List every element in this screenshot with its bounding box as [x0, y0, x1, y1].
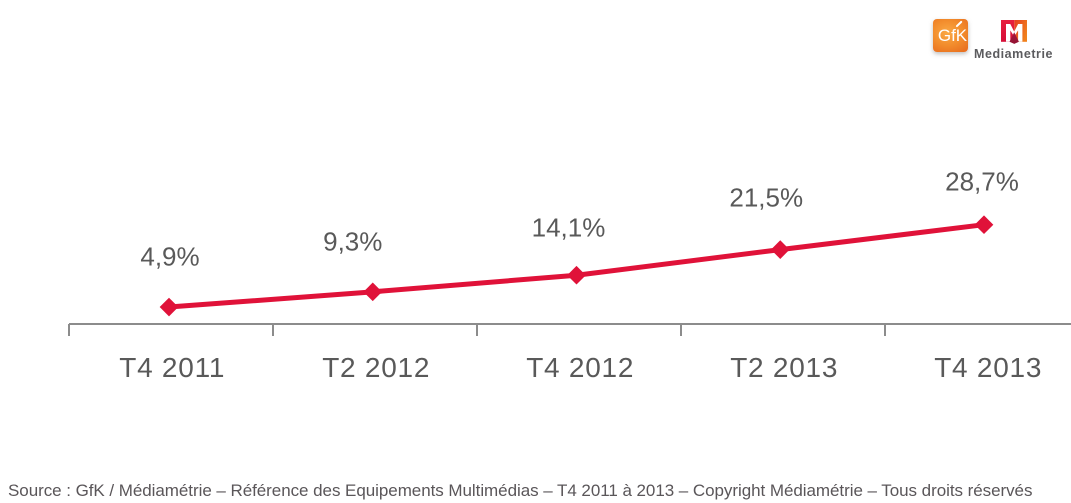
data-label-2: 14,1% — [531, 212, 606, 243]
logo-bar: GfK — [0, 0, 1071, 70]
x-axis-label-1: T2 2012 — [322, 352, 431, 383]
data-label-1: 9,3% — [323, 226, 383, 257]
data-marker-0 — [159, 297, 179, 317]
x-axis-label-0: T4 2011 — [119, 352, 226, 383]
data-marker-2 — [567, 265, 586, 285]
gfk-logo-text: GfK — [937, 26, 968, 45]
data-marker-4 — [974, 215, 994, 235]
source-line: Source : GfK / Médiamétrie – Référence d… — [8, 481, 1033, 500]
data-marker-1 — [363, 282, 383, 302]
gfk-logo: GfK — [933, 19, 968, 52]
x-axis-label-4: T4 2013 — [934, 352, 1043, 383]
x-axis-label-2: T4 2012 — [526, 352, 635, 383]
mediametrie-logo-icon — [1000, 19, 1027, 46]
data-label-3: 21,5% — [729, 182, 804, 213]
data-label-4: 28,7% — [945, 166, 1019, 197]
x-axis-label-3: T2 2013 — [730, 352, 839, 383]
data-marker-3 — [770, 240, 790, 259]
mediametrie-wordmark: Mediametrie — [974, 46, 1053, 61]
data-label-0: 4,9% — [140, 241, 200, 272]
